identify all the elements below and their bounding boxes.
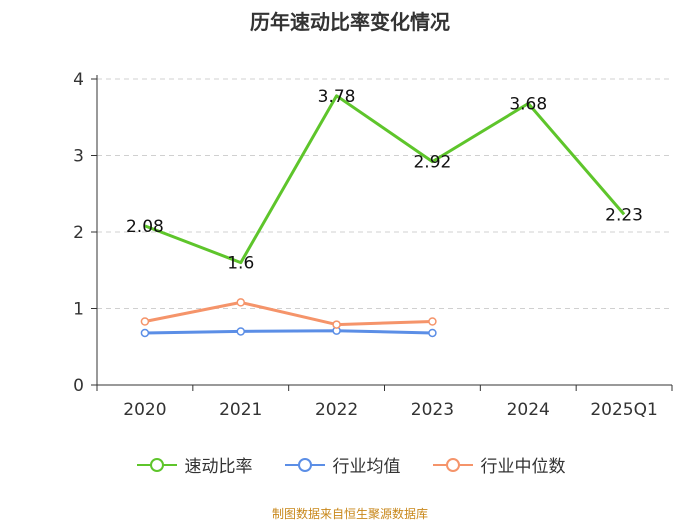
data-label: 2.23 [605,205,643,225]
data-label: 2.08 [126,217,164,237]
data-point [428,317,437,326]
data-point [428,328,437,338]
y-tick-label: 2 [73,223,84,243]
data-point [236,298,245,307]
legend-label: 行业均值 [332,457,401,477]
series-line-2 [144,300,433,327]
y-tick-label: 0 [73,376,84,396]
source-note: 制图数据来自恒生聚源数据库 [271,507,428,521]
x-tick-label: 2023 [411,400,454,420]
legend-item-industry-mean[interactable]: 行业均值 [283,452,401,477]
x-tick-label: 2020 [123,400,166,420]
series-layer [140,94,626,338]
data-label: 3.78 [318,87,356,107]
gridlines [97,78,672,309]
data-point [140,328,150,338]
x-tick-label: 2024 [507,400,550,420]
legend-item-industry-median[interactable]: 行业中位数 [431,452,566,477]
y-tick-label: 3 [73,147,84,167]
legend-line-icon [136,457,177,472]
y-tick-label: 1 [73,300,84,320]
series-line-1 [144,329,433,335]
axes [96,75,672,386]
legend-label: 速动比率 [184,457,253,477]
legend-line-icon [432,457,473,472]
data-point [332,320,341,329]
x-tick-label: 2025Q1 [590,400,657,420]
data-label: 2.92 [413,153,451,173]
data-labels: 2.08 1.6 3.78 2.92 3.68 2.23 [126,87,643,274]
series-line-0 [144,94,626,265]
data-label: 1.6 [227,254,254,274]
data-label: 3.68 [509,94,547,114]
data-point [140,317,150,326]
data-point [236,327,245,336]
x-axis-ticks: 2020 2021 2022 2023 2024 2025Q1 [96,385,673,420]
chart-title: 历年速动比率变化情况 [250,10,450,34]
legend-item-quick-ratio[interactable]: 速动比率 [135,452,253,477]
legend-line-icon [284,457,325,472]
legend-label: 行业中位数 [480,457,566,477]
legend: 速动比率 行业均值 行业中位数 [0,452,700,477]
x-tick-label: 2021 [219,400,262,420]
x-tick-label: 2022 [315,400,358,420]
y-axis-ticks: 0 1 2 3 4 [73,70,97,396]
y-tick-label: 4 [73,70,84,90]
